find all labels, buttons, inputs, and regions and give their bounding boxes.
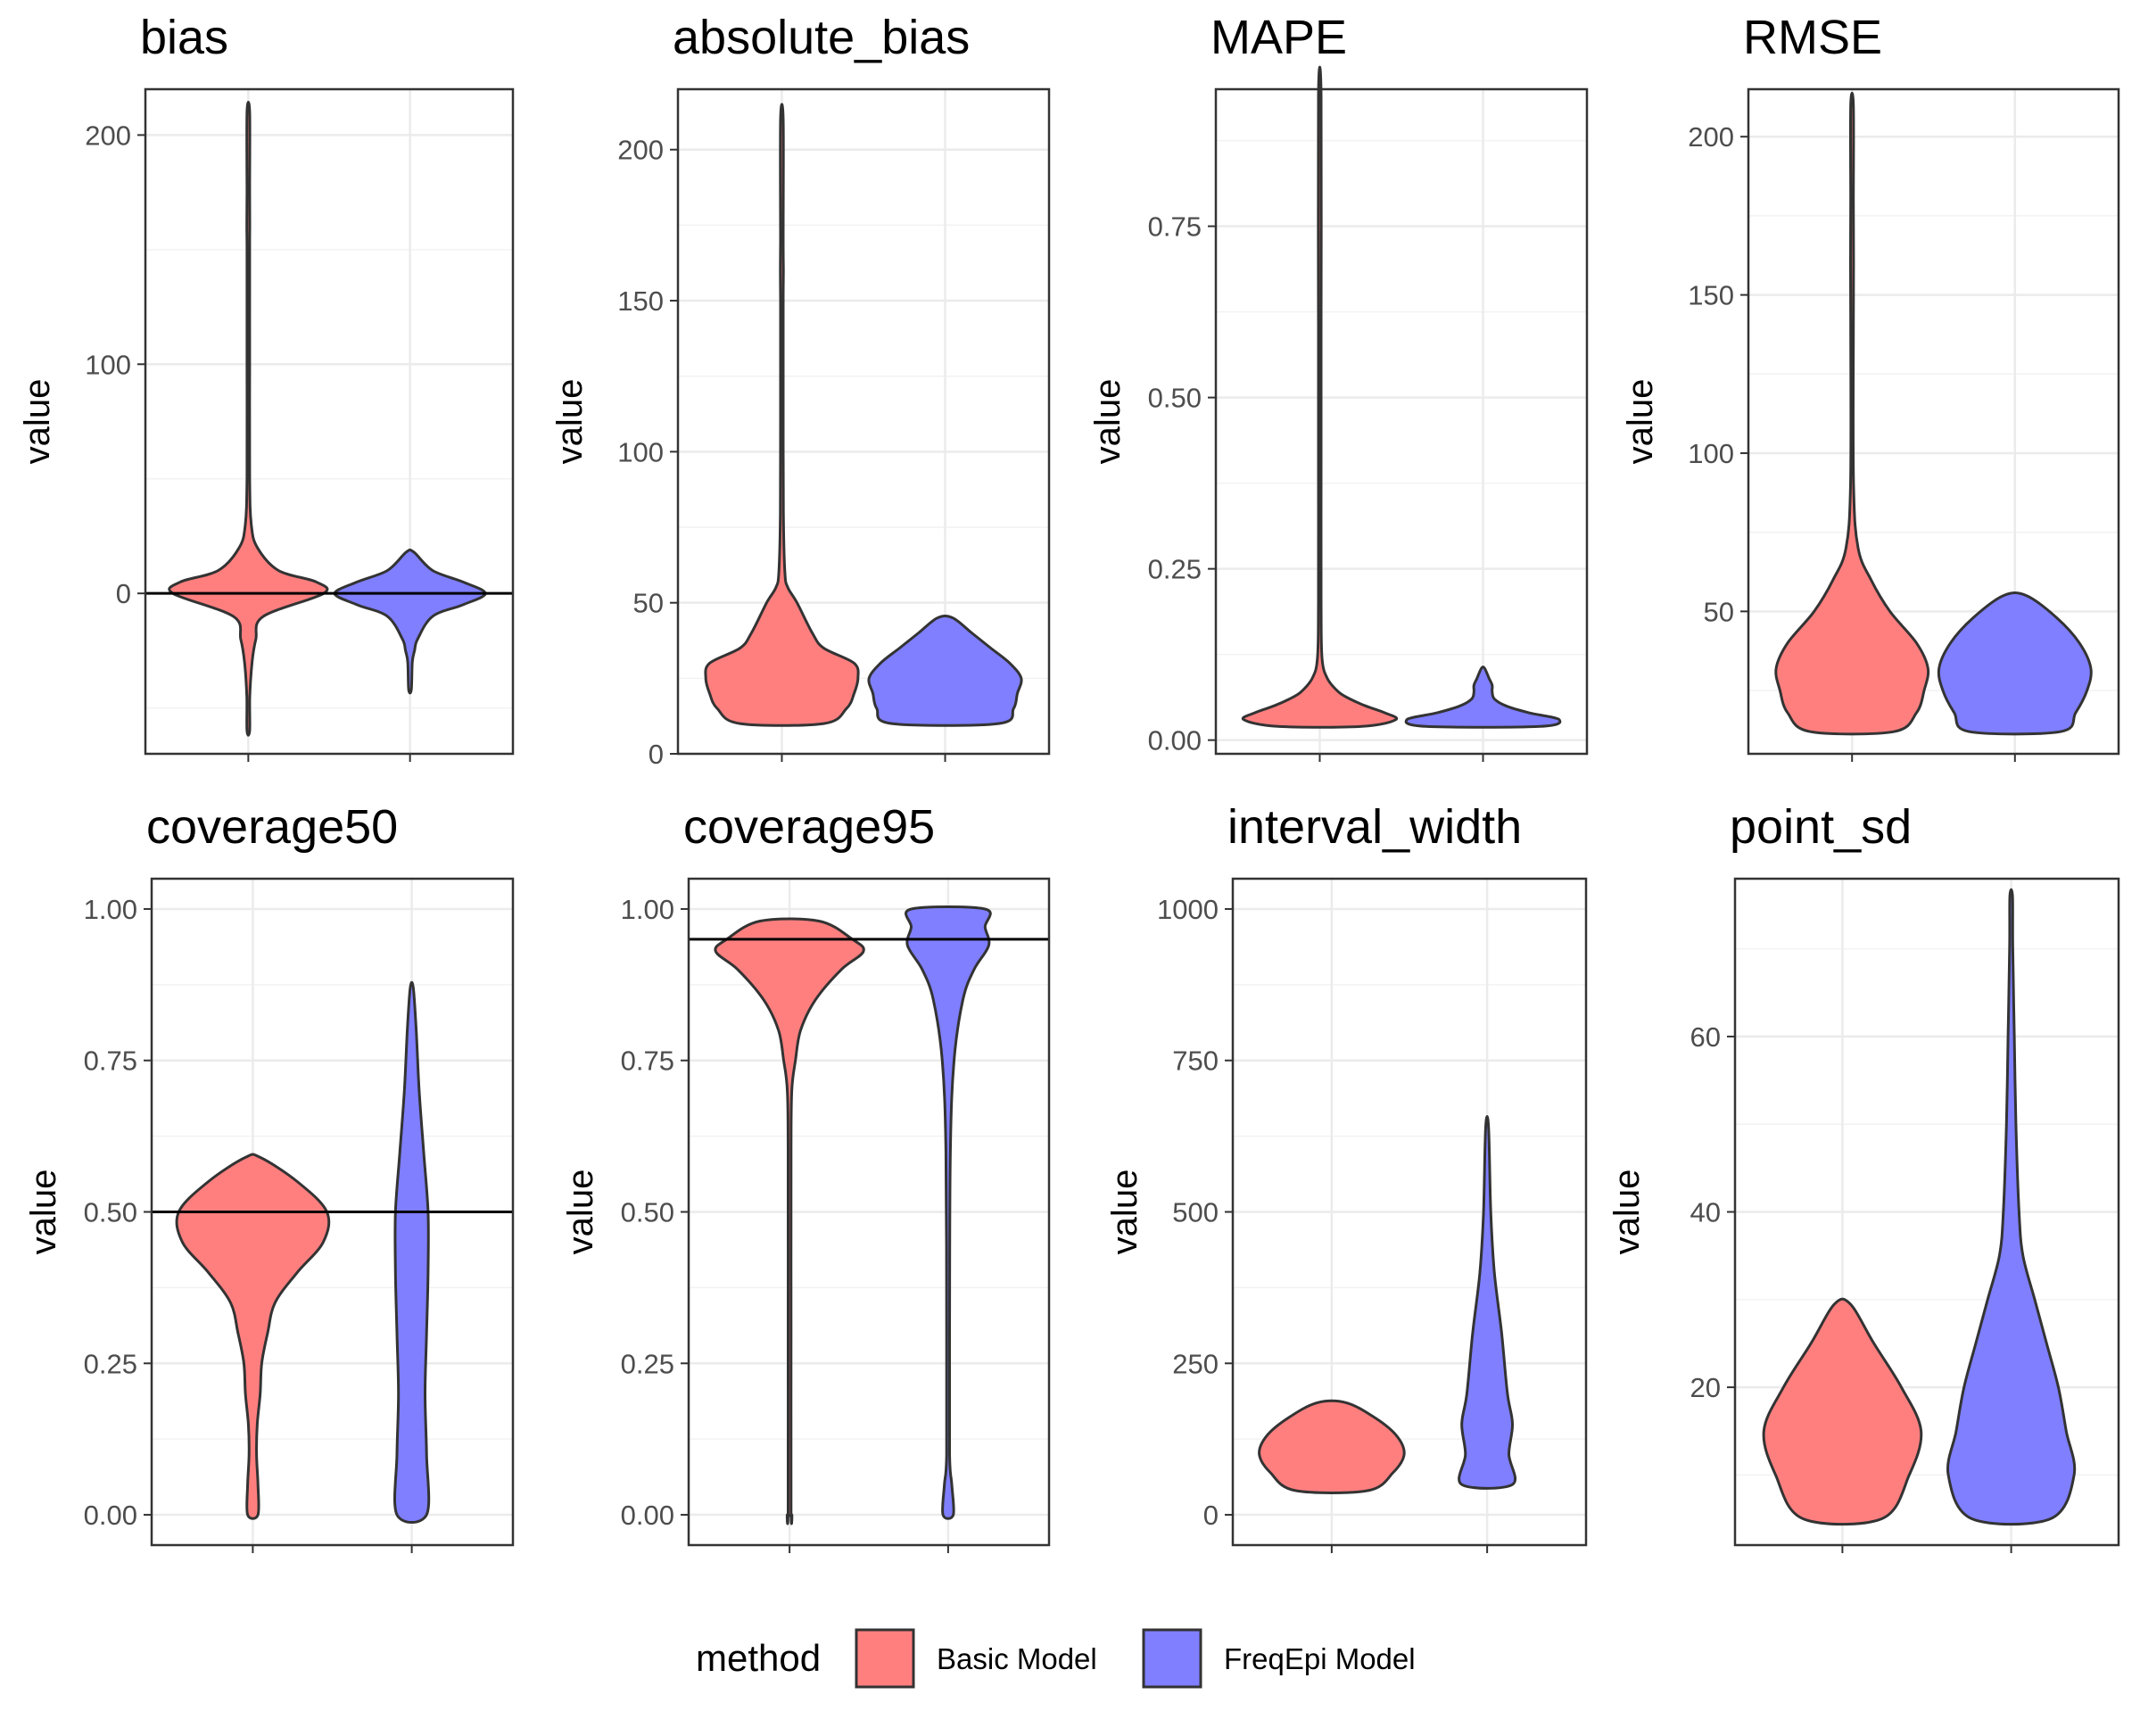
y-tick-label: 20 bbox=[1690, 1372, 1721, 1403]
y-axis-title: value bbox=[1105, 1170, 1144, 1255]
panel-RMSE: RMSE 50 100 150 200 value bbox=[1621, 11, 2120, 762]
panel-border bbox=[687, 877, 1051, 1547]
panel-title: coverage50 bbox=[146, 800, 398, 854]
y-tick-label: 1000 bbox=[1157, 894, 1219, 925]
y-tick-label: 150 bbox=[617, 285, 664, 317]
panel-MAPE: MAPE 0.00 0.25 0.50 0.75 value bbox=[1088, 11, 1589, 762]
violin-freqepi-model bbox=[1458, 1115, 1517, 1490]
y-tick-label: 0.25 bbox=[1148, 554, 1202, 585]
panel-title: interval_width bbox=[1227, 800, 1522, 854]
y-tick-label: 0.25 bbox=[84, 1348, 137, 1379]
violin-freqepi-model bbox=[1404, 665, 1562, 729]
y-tick-label: 50 bbox=[1704, 596, 1734, 627]
violin-basic-model bbox=[168, 100, 329, 737]
panel-title: coverage95 bbox=[683, 800, 935, 854]
y-tick-label: 100 bbox=[617, 436, 664, 467]
y-axis-title: value bbox=[18, 379, 57, 465]
y-tick-label: 0 bbox=[116, 578, 131, 609]
legend-label-basic-model: Basic Model bbox=[937, 1642, 1097, 1675]
y-tick-label: 1.00 bbox=[84, 894, 137, 925]
panel-interval-width: interval_width 0 250 500 750 1000 value bbox=[1105, 800, 1588, 1553]
legend-title: method bbox=[696, 1637, 821, 1679]
y-tick-label: 200 bbox=[617, 135, 664, 166]
y-tick-label: 0 bbox=[649, 739, 664, 770]
violin-basic-model bbox=[1258, 1399, 1406, 1494]
y-tick-label: 0.00 bbox=[84, 1500, 137, 1531]
violin-freqepi-model bbox=[1937, 591, 2093, 736]
panel-border bbox=[676, 87, 1051, 756]
y-tick-label: 200 bbox=[1688, 121, 1734, 153]
violin-basic-model bbox=[1774, 91, 1930, 736]
y-tick-label: 0.75 bbox=[1148, 211, 1202, 243]
panels: bias0100200valueabsolute_bias05010015020… bbox=[18, 11, 2120, 1553]
y-tick-label: 0.00 bbox=[621, 1500, 674, 1531]
violin-freqepi-model bbox=[905, 905, 992, 1520]
y-axis-title: value bbox=[1621, 379, 1660, 465]
y-axis-title: value bbox=[561, 1170, 600, 1255]
panel-coverage50: coverage50 0.00 0.25 0.50 0.75 1.00 value bbox=[24, 800, 515, 1553]
y-tick-label: 0.50 bbox=[621, 1197, 674, 1228]
y-tick-label: 50 bbox=[633, 588, 664, 619]
panel-title: bias bbox=[140, 11, 228, 64]
violin-basic-model bbox=[714, 917, 865, 1525]
violin-freqepi-model bbox=[333, 548, 487, 695]
y-tick-label: 60 bbox=[1690, 1021, 1721, 1053]
y-tick-label: 40 bbox=[1690, 1197, 1721, 1228]
violin-basic-model bbox=[175, 1153, 331, 1520]
y-tick-label: 200 bbox=[85, 120, 131, 151]
panel-title: MAPE bbox=[1210, 11, 1347, 64]
panel-border bbox=[144, 87, 515, 756]
panel-coverage95: coverage95 0.00 0.25 0.50 0.75 1.00 value bbox=[561, 800, 1051, 1553]
panel-bias: bias 0 100 200 value bbox=[18, 11, 515, 762]
y-tick-label: 750 bbox=[1172, 1046, 1219, 1077]
y-tick-label: 0.50 bbox=[1148, 383, 1202, 414]
violin-basic-model bbox=[704, 103, 860, 727]
y-tick-label: 500 bbox=[1172, 1197, 1219, 1228]
y-tick-label: 150 bbox=[1688, 280, 1734, 311]
legend: method Basic Model FreqEpi Model bbox=[696, 1628, 1416, 1689]
y-tick-label: 0.00 bbox=[1148, 725, 1202, 756]
legend-key-freqepi-model bbox=[1142, 1628, 1202, 1689]
legend-key-basic-model bbox=[855, 1628, 915, 1689]
y-tick-label: 100 bbox=[85, 349, 131, 380]
y-tick-label: 1.00 bbox=[621, 894, 674, 925]
panel-title: absolute_bias bbox=[673, 11, 970, 64]
y-tick-label: 0 bbox=[1203, 1500, 1219, 1531]
panel-border bbox=[1747, 87, 2120, 756]
panel-absolute-bias: absolute_bias 0 50 100 150 200 value bbox=[550, 11, 1051, 770]
panel-border bbox=[1231, 877, 1588, 1547]
y-tick-label: 0.25 bbox=[621, 1348, 674, 1379]
y-axis-title: value bbox=[1607, 1170, 1647, 1255]
panel-title: point_sd bbox=[1730, 800, 1912, 854]
y-tick-label: 0.75 bbox=[621, 1046, 674, 1077]
panel-border bbox=[1214, 87, 1589, 756]
y-axis-title: value bbox=[1088, 379, 1128, 465]
y-tick-label: 250 bbox=[1172, 1348, 1219, 1379]
violin-freqepi-model bbox=[392, 980, 431, 1525]
panel-title: RMSE bbox=[1743, 11, 1882, 64]
y-axis-title: value bbox=[24, 1170, 63, 1255]
violin-freqepi-model bbox=[867, 615, 1023, 727]
violin-freqepi-model bbox=[1946, 888, 2077, 1526]
y-tick-label: 0.50 bbox=[84, 1197, 137, 1228]
panel-point-sd: point_sd 20 40 60 value bbox=[1607, 800, 2120, 1553]
y-axis-title: value bbox=[550, 379, 590, 465]
y-tick-label: 0.75 bbox=[84, 1046, 137, 1077]
violin-basic-model bbox=[1762, 1297, 1923, 1526]
panel-border bbox=[150, 877, 515, 1547]
y-tick-label: 100 bbox=[1688, 438, 1734, 469]
panel-border bbox=[1733, 877, 2120, 1547]
legend-label-freqepi-model: FreqEpi Model bbox=[1224, 1642, 1416, 1675]
violin-basic-model bbox=[1241, 65, 1399, 729]
